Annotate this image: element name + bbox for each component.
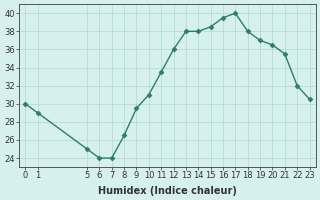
X-axis label: Humidex (Indice chaleur): Humidex (Indice chaleur) — [98, 186, 237, 196]
